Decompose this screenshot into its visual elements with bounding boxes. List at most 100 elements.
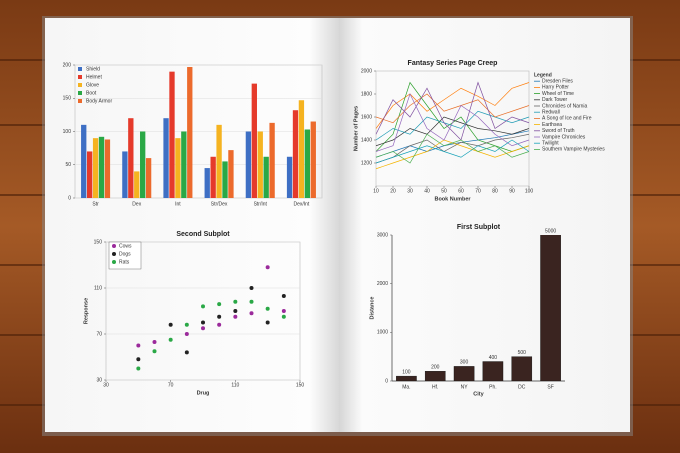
bar: [257, 131, 263, 198]
data-label: 5000: [545, 228, 556, 234]
x-tick-label: 30: [407, 188, 413, 194]
bar: [98, 136, 105, 198]
y-tick-label: 2000: [377, 281, 388, 287]
y-tick-label: 1200: [361, 160, 372, 166]
y-tick-label: 110: [94, 285, 102, 291]
bar: [540, 235, 561, 381]
bar: [286, 156, 293, 198]
y-tick-label: 30: [96, 377, 102, 383]
scatter-point: [152, 349, 157, 354]
scatter-point: [184, 322, 189, 327]
data-label: 400: [489, 355, 498, 361]
bars: [396, 235, 561, 381]
scatter-point: [265, 265, 270, 270]
bar: [251, 83, 257, 198]
chart-title: First Subplot: [457, 224, 501, 231]
bar: [169, 71, 175, 198]
series-line: [375, 116, 530, 147]
scatter-point: [281, 294, 286, 299]
bars: [81, 66, 316, 199]
scatter-point: [233, 314, 238, 319]
legend-label: Dresden Files: [542, 79, 573, 85]
legend-label: Cows: [119, 243, 132, 249]
legend-label: Harry Potter: [542, 85, 569, 91]
chart: Second Subplot Drug Response 30 70 110 150 30 70…: [83, 231, 304, 397]
bar: [187, 66, 193, 199]
x-tick-label: Str: [92, 201, 99, 207]
bar: [140, 131, 146, 198]
chart-title: Fantasy Series Page Creep: [408, 60, 498, 67]
data-label: 100: [402, 369, 411, 375]
series-line: [375, 133, 530, 164]
y-tick-label: 100: [63, 129, 72, 135]
scatter-point: [184, 350, 189, 355]
legend-swatch: [78, 67, 82, 71]
scatter-point: [136, 343, 141, 348]
legend-label: Redwall: [542, 110, 560, 116]
legend-label: Twilight: [542, 141, 559, 147]
legend-label: Rats: [119, 259, 130, 265]
x-tick-label: DC: [518, 384, 526, 390]
bar: [81, 124, 87, 198]
scatter-point: [265, 320, 270, 325]
legend-label: Wheel of Time: [542, 91, 574, 97]
scatter-point: [152, 340, 157, 345]
series-line: [375, 82, 530, 129]
y-tick-label: 1800: [361, 91, 372, 97]
scatter-point: [281, 309, 286, 313]
x-tick-label: 90: [509, 188, 515, 194]
legend-label: Glove: [86, 82, 99, 88]
x-tick-label: Str/Int: [254, 201, 268, 207]
y-tick-label: 3000: [377, 232, 388, 238]
series-line: [375, 130, 530, 158]
legend-label: Sword of Truth: [542, 128, 575, 134]
x-tick-label: 70: [168, 382, 174, 388]
scatter-point: [217, 322, 222, 327]
bar: [216, 124, 222, 198]
x-tick-label: 40: [424, 188, 430, 194]
scatter-point: [201, 320, 205, 325]
legend-label: Southern Vampire Mysteries: [542, 147, 605, 153]
bar: [181, 131, 187, 198]
x-tick-label: 30: [103, 382, 109, 388]
bar: [163, 118, 169, 198]
x-tick-label: Ph.: [489, 384, 497, 390]
y-tick-label: 1600: [361, 114, 372, 120]
legend-label: Boot: [86, 90, 97, 96]
bar: [86, 151, 93, 198]
bar: [482, 361, 504, 381]
x-tick-label: Hf.: [432, 384, 438, 390]
y-tick-label: 2000: [361, 68, 372, 74]
bar: [511, 356, 533, 381]
x-tick-label: Str/Dex: [211, 201, 228, 207]
y-tick-label: 1400: [361, 137, 372, 143]
x-tick-label: 80: [492, 188, 498, 194]
bar: [298, 100, 305, 198]
bar: [453, 366, 475, 381]
legend-swatch: [112, 252, 116, 256]
legend-label: Vampire Chronicles: [542, 134, 586, 140]
y-tick-label: 150: [63, 96, 72, 102]
chart: 0 50 100 150 200 Str Dex Int Str/Dex Str/Int Dex/I…: [63, 62, 323, 207]
legend-label: Body Armor: [86, 98, 112, 104]
y-tick-label: 70: [96, 331, 102, 337]
legend-label: Shield: [86, 66, 100, 72]
bar: [424, 371, 446, 381]
x-axis-label: Drug: [197, 390, 210, 396]
series-line: [375, 93, 530, 124]
x-tick-label: NY: [461, 384, 469, 390]
bar: [122, 151, 128, 198]
bar: [263, 156, 269, 198]
bar: [92, 138, 99, 198]
scatter-point: [249, 299, 254, 304]
legend-label: Chronicles of Narnia: [542, 103, 588, 109]
scatter-point: [233, 299, 238, 304]
legend-label: Earthsea: [542, 122, 562, 128]
y-axis-label: Response: [83, 298, 89, 324]
x-tick-label: Dex: [132, 201, 141, 207]
x-axis-label: Book Number: [434, 196, 471, 202]
scatter-point: [168, 337, 173, 342]
x-tick-label: 50: [441, 188, 447, 194]
y-axis-label: Distance: [369, 297, 375, 320]
